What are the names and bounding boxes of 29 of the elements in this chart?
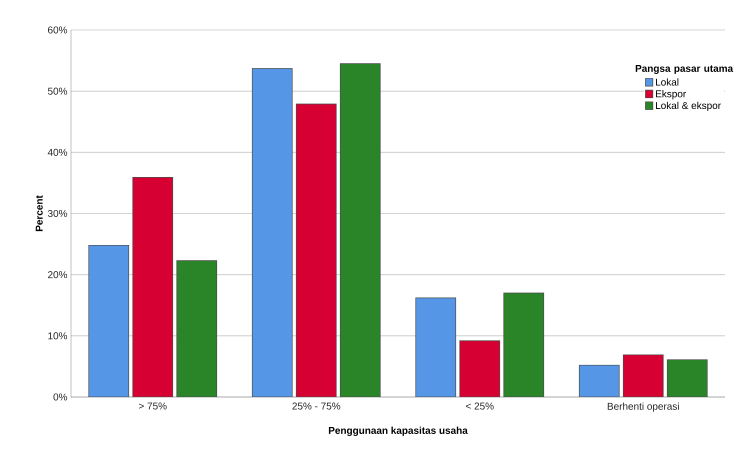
x-axis-title: Penggunaan kapasitas usaha: [328, 426, 468, 436]
bar: [622, 354, 664, 397]
bar: [88, 244, 130, 397]
bar: [340, 63, 381, 397]
legend-label: Lokal & ekspor: [656, 102, 721, 112]
y-tick-label: 0%: [53, 393, 68, 401]
y-tick-label: 60%: [48, 26, 68, 34]
x-tick-label: Berhenti operasi: [608, 402, 679, 412]
y-tick-label: 10%: [48, 332, 68, 340]
y-tick-label: 30%: [48, 210, 68, 218]
bar: [415, 298, 456, 397]
y-axis-title: Percent: [36, 195, 43, 232]
bar: [176, 260, 218, 397]
x-tick-label: 25% - 75%: [292, 402, 340, 410]
bar: [296, 104, 337, 397]
bar: [132, 177, 174, 397]
y-tick-label: 20%: [48, 271, 68, 278]
bar: [666, 359, 708, 397]
x-tick-label: > 75%: [138, 402, 167, 410]
bar: [459, 340, 500, 397]
bar: [503, 292, 544, 397]
legend-label: Lokal: [656, 78, 678, 86]
legend-label: Ekspor: [656, 90, 686, 100]
y-tick-label: 50%: [48, 88, 68, 95]
x-tick-label: < 25%: [466, 402, 494, 410]
legend-title: Pangsa pasar utama: [636, 64, 734, 74]
bar: [252, 68, 293, 397]
bar: [578, 364, 620, 397]
y-tick-label: 40%: [48, 148, 68, 156]
